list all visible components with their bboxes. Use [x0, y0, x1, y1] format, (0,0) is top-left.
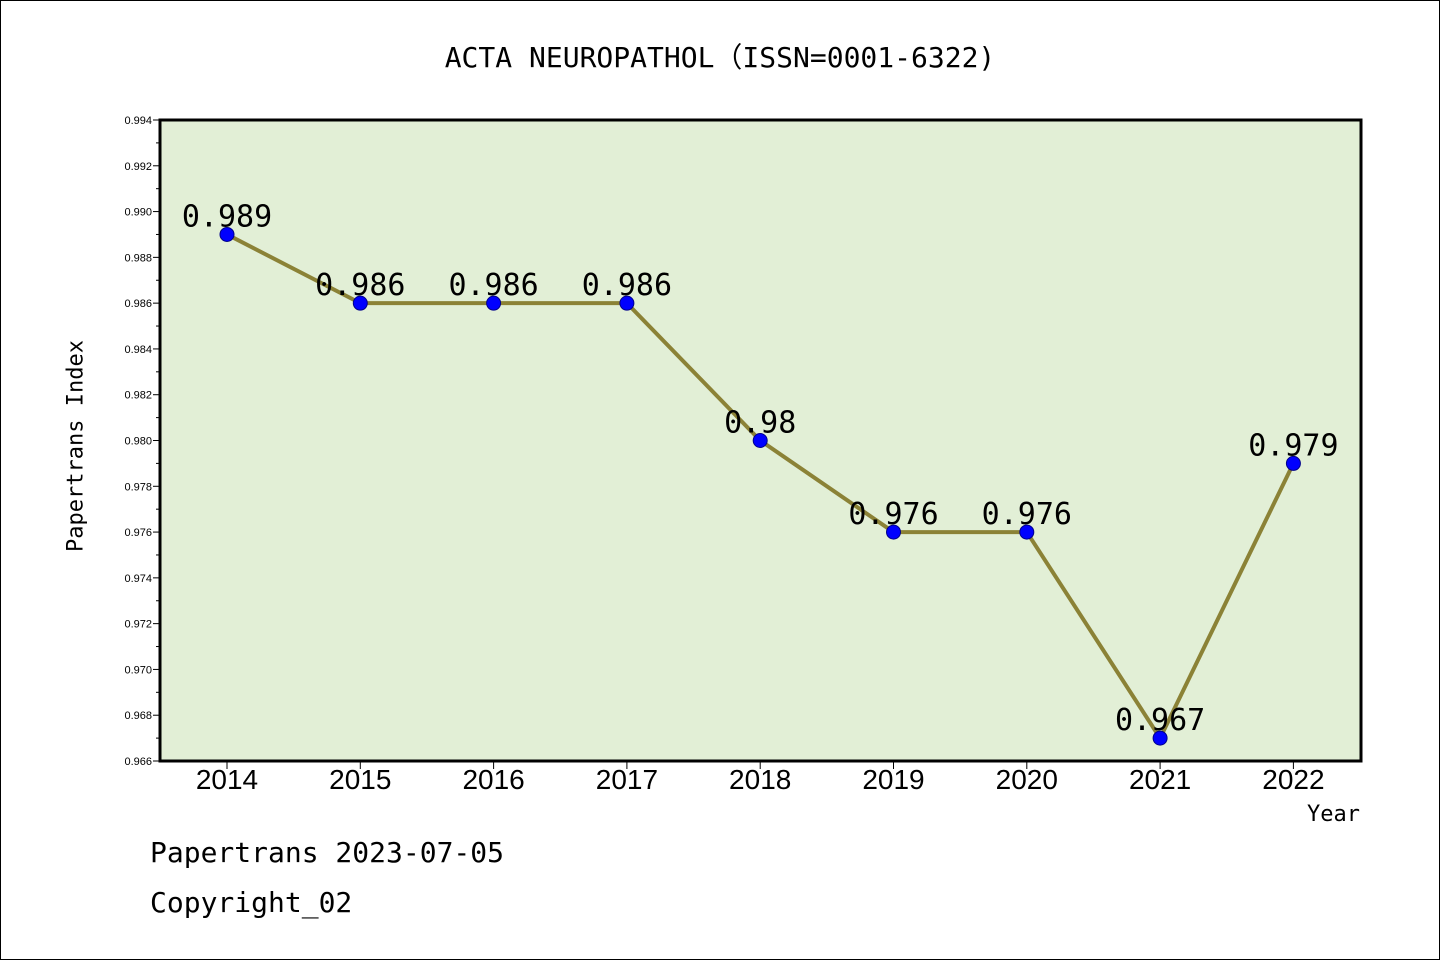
- y-tick-label: 0.970: [124, 664, 152, 676]
- y-tick-label: 0.994: [124, 115, 152, 127]
- data-label: 0.976: [848, 497, 938, 532]
- y-tick-label: 0.976: [124, 527, 152, 539]
- data-label: 0.986: [582, 268, 672, 303]
- footer-date: Papertrans 2023-07-05: [150, 836, 505, 869]
- footer-copyright: Copyright_02: [150, 886, 353, 919]
- x-tick-label: 2020: [996, 764, 1058, 795]
- y-tick-label: 0.984: [124, 344, 152, 356]
- y-tick-label: 0.978: [124, 481, 152, 493]
- x-tick-label: 2014: [196, 764, 258, 795]
- data-label: 0.979: [1248, 428, 1338, 463]
- data-label: 0.98: [724, 406, 796, 441]
- x-tick-label: 2021: [1129, 764, 1191, 795]
- y-tick-label: 0.992: [124, 161, 152, 173]
- data-point: [886, 524, 901, 540]
- data-label: 0.967: [1115, 703, 1205, 738]
- y-tick-label: 0.966: [124, 756, 152, 768]
- data-point: [352, 295, 368, 311]
- data-label: 0.986: [315, 268, 405, 303]
- data-point: [752, 433, 768, 448]
- x-tick-label: 2016: [462, 764, 524, 795]
- x-tick-label: 2019: [862, 764, 924, 795]
- x-tick-label: 2015: [329, 764, 391, 795]
- y-tick-label: 0.974: [124, 573, 152, 585]
- x-tick-label: 2022: [1262, 764, 1324, 795]
- data-point: [219, 226, 235, 242]
- data-label: 0.976: [982, 497, 1072, 532]
- y-tick-label: 0.968: [124, 710, 152, 722]
- data-point: [1285, 455, 1301, 471]
- data-label: 0.989: [182, 199, 272, 234]
- y-tick-label: 0.988: [124, 252, 152, 264]
- y-tick-label: 0.986: [124, 298, 152, 310]
- y-tick-label: 0.972: [124, 619, 152, 631]
- data-point: [1019, 524, 1035, 540]
- data-point: [486, 295, 502, 311]
- data-point: [1152, 730, 1168, 746]
- y-tick-label: 0.990: [124, 207, 152, 219]
- x-tick-label: 2018: [729, 764, 791, 795]
- data-point: [619, 295, 635, 311]
- chart-title: ACTA NEUROPATHOL（ISSN=0001-6322): [444, 41, 996, 74]
- x-tick-label: 2017: [596, 764, 658, 795]
- y-tick-label: 0.982: [124, 390, 152, 402]
- y-tick-label: 0.980: [124, 436, 152, 448]
- data-label: 0.986: [448, 268, 538, 303]
- x-axis-label: Year: [1307, 802, 1360, 827]
